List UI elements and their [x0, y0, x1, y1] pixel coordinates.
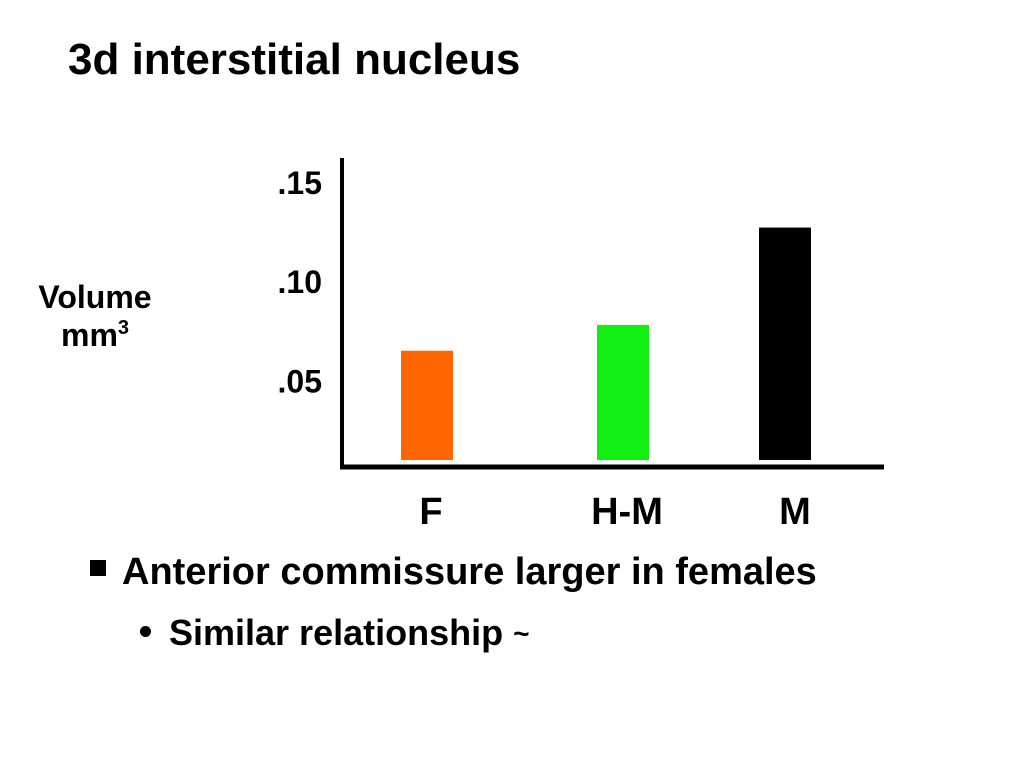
bars-group — [401, 227, 811, 460]
square-bullet-icon — [90, 560, 106, 576]
y-axis-label-text: Volume — [38, 279, 152, 315]
y-axis-label: Volume mm3 — [20, 278, 170, 354]
sub-bullet-item: Similar relationship ~ — [140, 608, 817, 659]
y-axis-unit: mm3 — [20, 316, 170, 354]
x-ticks-group: F H-M M — [419, 491, 810, 533]
bullet-item: Anterior commissure larger in females — [90, 546, 817, 598]
y-axis-unit-exponent: 3 — [117, 317, 130, 339]
bar-chart: .05 .10 .15 F H-M M — [278, 158, 884, 533]
bar-h-m — [597, 324, 649, 460]
sub-bullet-suffix: ~ — [513, 618, 530, 649]
x-tick-label-f: F — [419, 491, 442, 533]
y-tick-label: .05 — [278, 364, 322, 400]
y-ticks-group: .05 .10 .15 — [278, 165, 322, 400]
bullet-text: Anterior commissure larger in females — [122, 551, 817, 593]
x-tick-label-h-m: H-M — [591, 491, 663, 533]
bar-f — [401, 350, 453, 460]
slide-title: 3d interstitial nucleus — [68, 35, 521, 84]
bullet-list: Anterior commissure larger in females Si… — [90, 546, 817, 659]
y-tick-label: .10 — [278, 264, 322, 300]
y-axis-unit-base: mm — [60, 317, 118, 353]
y-tick-label: .15 — [278, 165, 322, 201]
dot-bullet-icon — [140, 626, 151, 637]
x-tick-label-m: M — [779, 491, 811, 533]
bar-m — [759, 227, 811, 460]
sub-bullet-text: Similar relationship — [169, 612, 504, 653]
